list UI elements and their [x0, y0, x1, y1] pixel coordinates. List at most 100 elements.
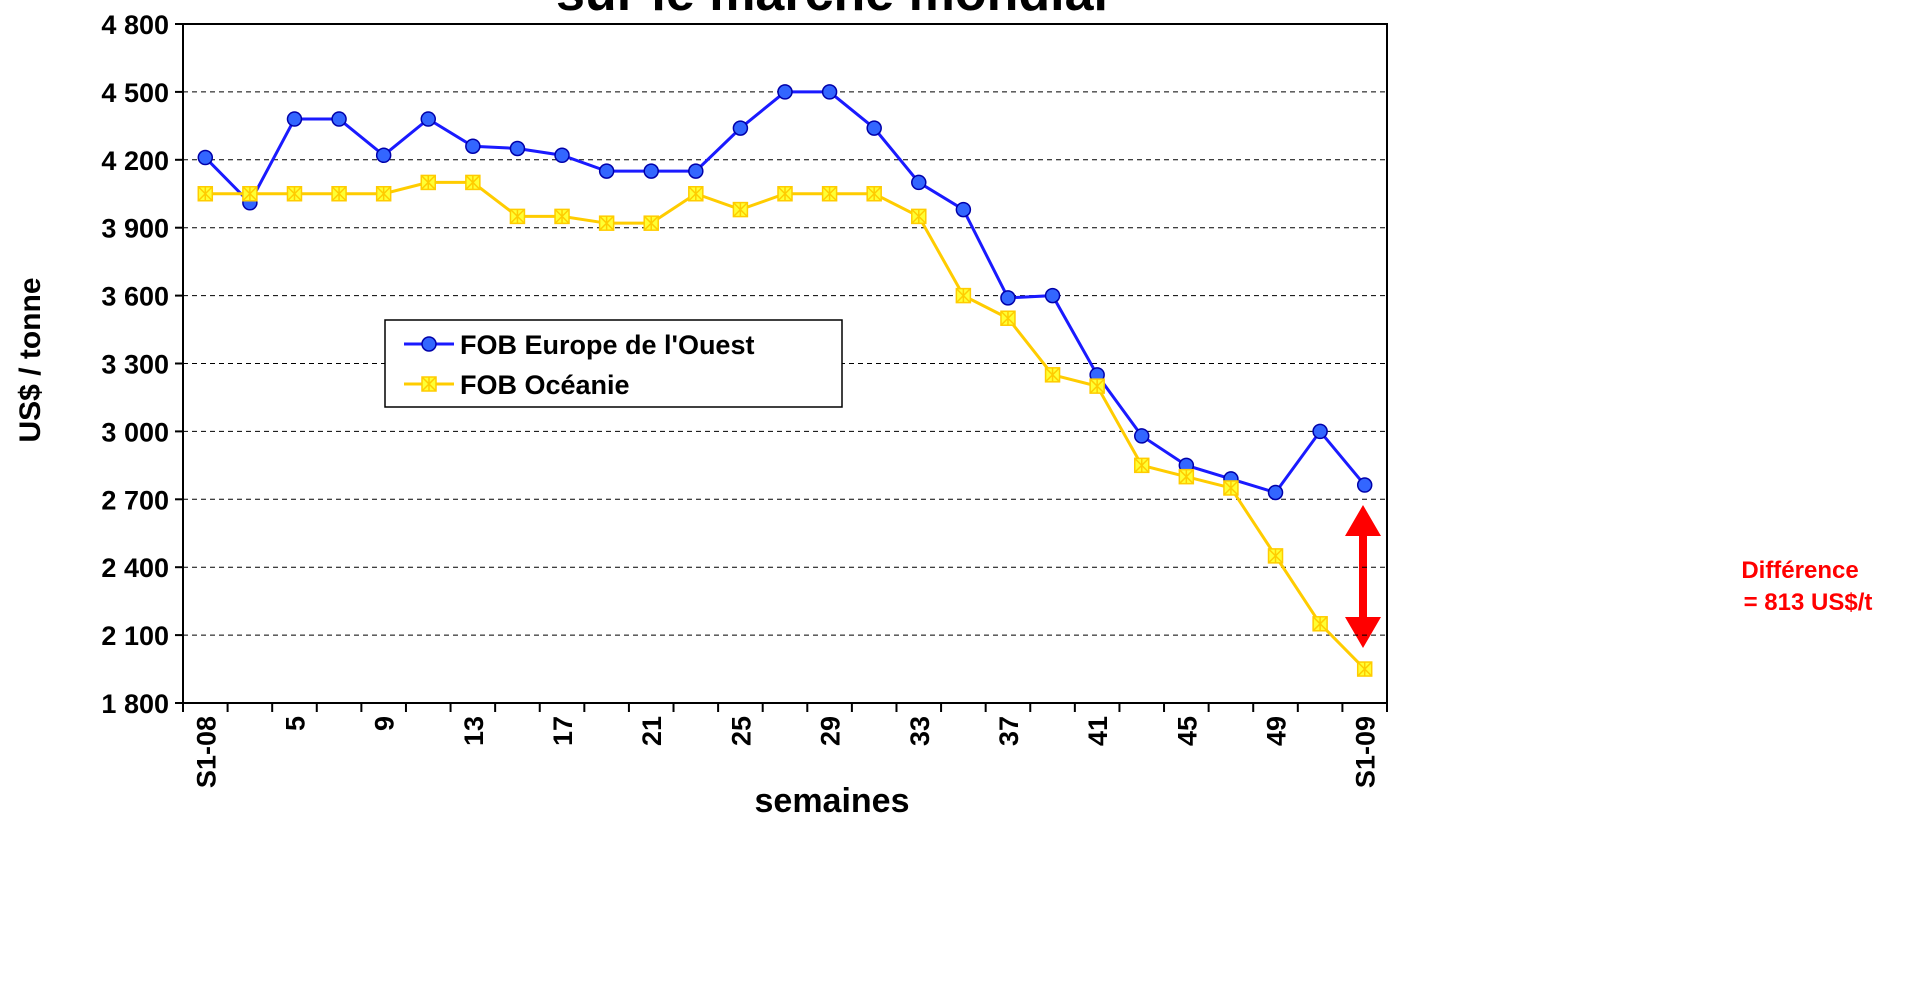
marker-cross — [1223, 480, 1239, 496]
marker-cross — [866, 186, 882, 202]
marker-cross — [732, 202, 748, 218]
series — [197, 174, 1373, 677]
marker — [777, 84, 793, 100]
marker — [866, 120, 882, 136]
marker — [866, 186, 882, 202]
marker — [821, 84, 838, 100]
marker — [509, 208, 526, 225]
marker-cross — [1089, 378, 1105, 394]
legend-box — [384, 319, 843, 408]
x-tick-label: 49 — [1262, 716, 1292, 746]
marker — [821, 186, 838, 202]
y-tick-label: 2 100 — [101, 621, 169, 651]
marker-cross — [599, 215, 615, 231]
marker-cross — [1267, 548, 1284, 564]
x-tick-label: 25 — [726, 716, 756, 746]
marker-cross — [1178, 469, 1194, 485]
marker — [911, 174, 927, 191]
marker — [777, 186, 793, 202]
marker-cross — [1357, 661, 1373, 677]
x-tick-label: 45 — [1172, 716, 1202, 746]
marker-cross — [286, 186, 303, 202]
y-tick-label: 4 500 — [101, 78, 169, 108]
marker — [1267, 548, 1284, 564]
marker — [1133, 457, 1150, 474]
marker — [955, 287, 972, 304]
chart-title: sur le marché mondial — [556, 0, 1108, 22]
legend: FOB Europe de l'Ouest FOB Océanie — [384, 319, 843, 408]
y-tick-label: 3 900 — [101, 214, 169, 244]
marker — [1312, 423, 1328, 440]
marker-cross — [1045, 367, 1061, 383]
x-tick-label: S1-08 — [191, 716, 221, 788]
x-tick-label: 17 — [548, 716, 578, 746]
marker — [375, 147, 392, 164]
marker — [286, 186, 303, 202]
marker — [598, 215, 615, 231]
marker-cross — [777, 186, 793, 202]
y-tick-label: 4 800 — [101, 10, 169, 40]
y-tick-label: 3 000 — [101, 417, 169, 447]
x-tick-label: 33 — [905, 716, 935, 746]
marker — [732, 120, 749, 136]
marker-cross — [465, 174, 481, 190]
marker-cross — [331, 186, 347, 202]
difference-arrow — [1345, 505, 1381, 648]
y-tick-label: 2 400 — [101, 553, 169, 583]
marker — [421, 376, 437, 392]
marker — [1044, 287, 1061, 304]
y-tick-label: 3 300 — [101, 350, 169, 380]
marker-cross — [421, 376, 437, 392]
marker — [509, 140, 526, 157]
marker — [197, 186, 214, 202]
marker — [1044, 367, 1061, 383]
series-line — [205, 180, 1366, 671]
x-tick-label: 21 — [637, 716, 667, 746]
marker — [465, 138, 481, 154]
x-tick-label: 41 — [1083, 716, 1113, 746]
marker-cross — [1000, 310, 1016, 326]
marker — [643, 163, 659, 179]
series — [197, 84, 1373, 501]
y-tick-label: 2 700 — [101, 485, 169, 515]
marker-cross — [955, 288, 971, 304]
marker-cross — [554, 208, 570, 224]
marker — [375, 186, 392, 202]
x-tick-label: 9 — [370, 716, 400, 731]
marker — [732, 201, 749, 218]
marker — [1356, 477, 1373, 493]
x-axis-label: semaines — [755, 782, 910, 820]
marker-cross — [509, 208, 525, 224]
marker — [911, 208, 927, 225]
y-tick-label: 4 200 — [101, 146, 169, 176]
x-tick-label: 5 — [280, 716, 310, 731]
marker — [1178, 468, 1195, 485]
marker-cross — [197, 186, 213, 202]
x-tick-label: 37 — [994, 716, 1024, 746]
annotation: = 813 US$/t — [1744, 589, 1873, 616]
marker — [331, 111, 347, 127]
marker — [1267, 484, 1284, 501]
marker-cross — [688, 186, 704, 202]
marker-cross — [911, 208, 927, 224]
marker — [554, 147, 570, 164]
x-tick-label: 13 — [459, 716, 489, 746]
annotation: Différence — [1741, 557, 1858, 584]
marker — [643, 215, 659, 231]
marker — [1356, 661, 1373, 677]
marker — [420, 174, 437, 191]
marker-cross — [1312, 616, 1328, 632]
marker — [1000, 310, 1016, 326]
y-tick-label: 3 600 — [101, 282, 169, 312]
marker — [955, 201, 972, 218]
marker-cross — [420, 174, 436, 190]
x-tick-label: 29 — [816, 716, 846, 746]
y-axis-label: US$ / tonne — [14, 277, 47, 442]
marker — [420, 111, 437, 127]
marker — [1000, 290, 1016, 306]
marker — [598, 163, 615, 179]
marker — [242, 186, 258, 202]
marker — [688, 163, 704, 179]
marker-cross — [376, 186, 392, 202]
